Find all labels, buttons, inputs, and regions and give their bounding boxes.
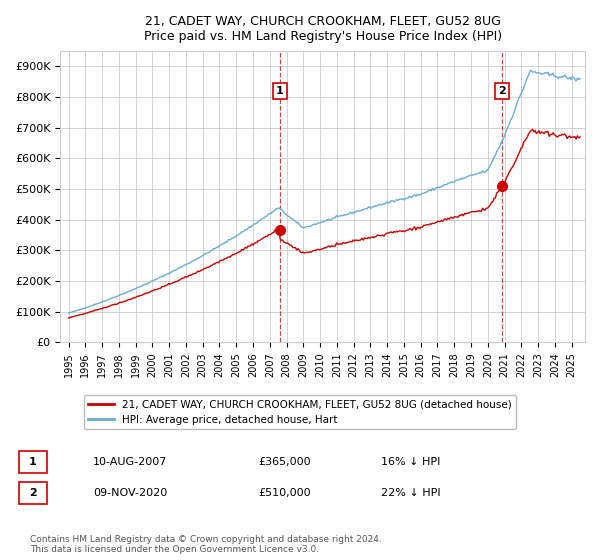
Text: Contains HM Land Registry data © Crown copyright and database right 2024.
This d: Contains HM Land Registry data © Crown c… bbox=[30, 535, 382, 554]
Text: £510,000: £510,000 bbox=[258, 488, 311, 498]
Text: 22% ↓ HPI: 22% ↓ HPI bbox=[381, 488, 440, 498]
Text: 1: 1 bbox=[276, 86, 284, 96]
Title: 21, CADET WAY, CHURCH CROOKHAM, FLEET, GU52 8UG
Price paid vs. HM Land Registry': 21, CADET WAY, CHURCH CROOKHAM, FLEET, G… bbox=[143, 15, 502, 43]
Text: 2: 2 bbox=[498, 86, 506, 96]
Text: £365,000: £365,000 bbox=[258, 457, 311, 467]
Text: 16% ↓ HPI: 16% ↓ HPI bbox=[381, 457, 440, 467]
Legend: 21, CADET WAY, CHURCH CROOKHAM, FLEET, GU52 8UG (detached house), HPI: Average p: 21, CADET WAY, CHURCH CROOKHAM, FLEET, G… bbox=[84, 395, 516, 429]
Text: 09-NOV-2020: 09-NOV-2020 bbox=[93, 488, 167, 498]
Text: 2: 2 bbox=[29, 488, 37, 498]
Text: 1: 1 bbox=[29, 457, 37, 467]
Text: 10-AUG-2007: 10-AUG-2007 bbox=[93, 457, 167, 467]
